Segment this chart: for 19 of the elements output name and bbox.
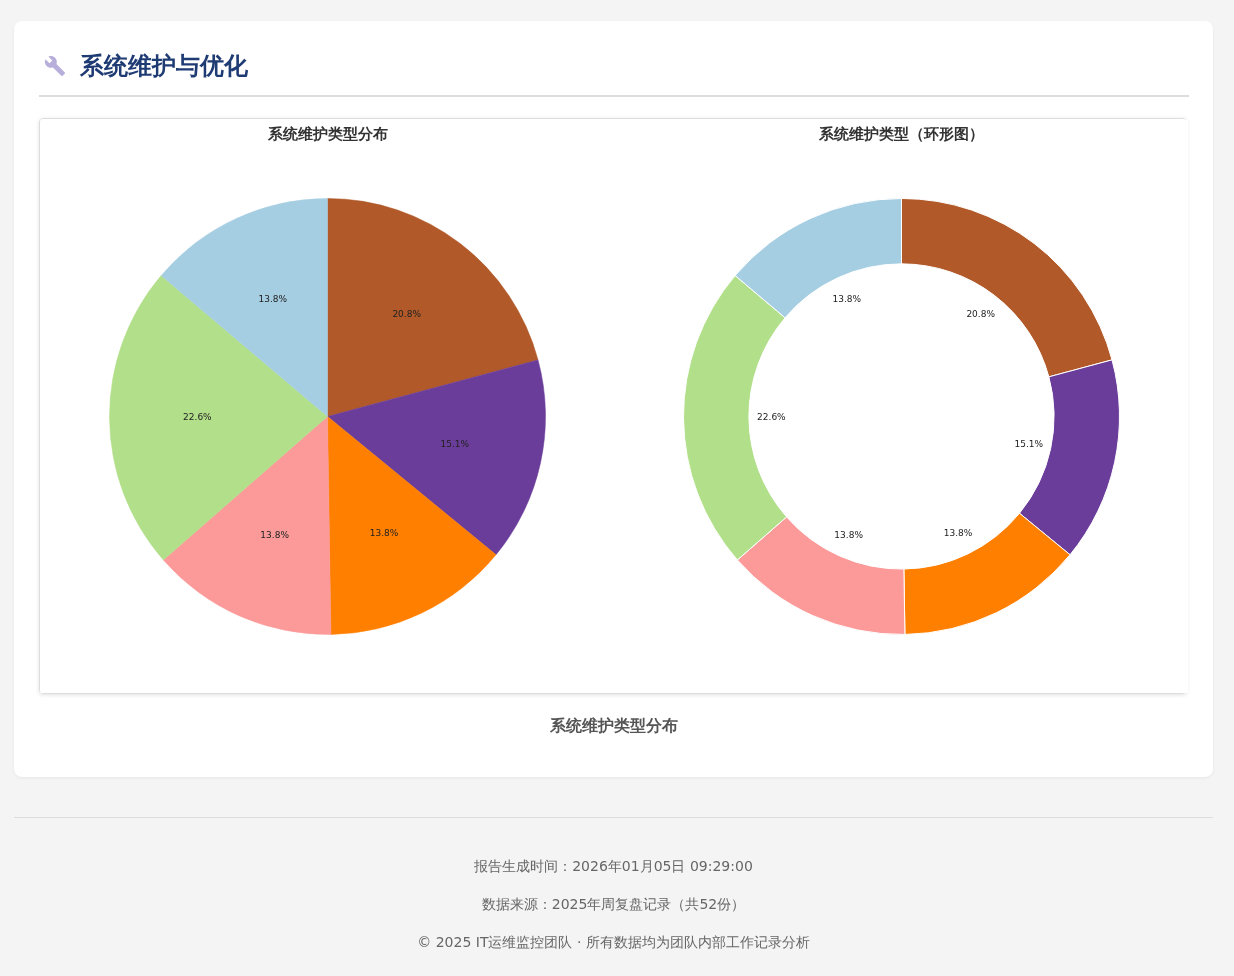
- chart-title: 系统维护类型（环形图）: [818, 125, 984, 144]
- text: © 2025 IT运维监控团队 · 所有数据均为团队内部工作记录分析: [416, 933, 811, 952]
- data-label: 22.6%: [183, 412, 213, 423]
- text: 报告生成时间：2026年01月05日 09:29:00: [473, 857, 754, 876]
- source-note: 数据来源：2025年周复盘记录（共52份）: [480, 895, 747, 914]
- chart-title: 系统维护类型分布: [266, 125, 388, 144]
- data-label: 13.8%: [832, 293, 862, 304]
- data-label: 13.8%: [260, 529, 290, 540]
- data-label: 15.1%: [1014, 438, 1044, 449]
- data-label: 22.6%: [757, 412, 787, 423]
- data-label: 13.8%: [258, 293, 288, 304]
- data-label: 15.1%: [440, 438, 470, 449]
- data-label: 13.8%: [369, 528, 399, 539]
- data-label: 20.8%: [392, 308, 422, 319]
- data-label: 20.8%: [966, 308, 996, 319]
- text: 系统维护类型分布: [549, 715, 679, 737]
- data-label: 13.8%: [943, 528, 973, 539]
- text: 系统维护与优化: [80, 50, 248, 82]
- data-label: 13.8%: [834, 529, 864, 540]
